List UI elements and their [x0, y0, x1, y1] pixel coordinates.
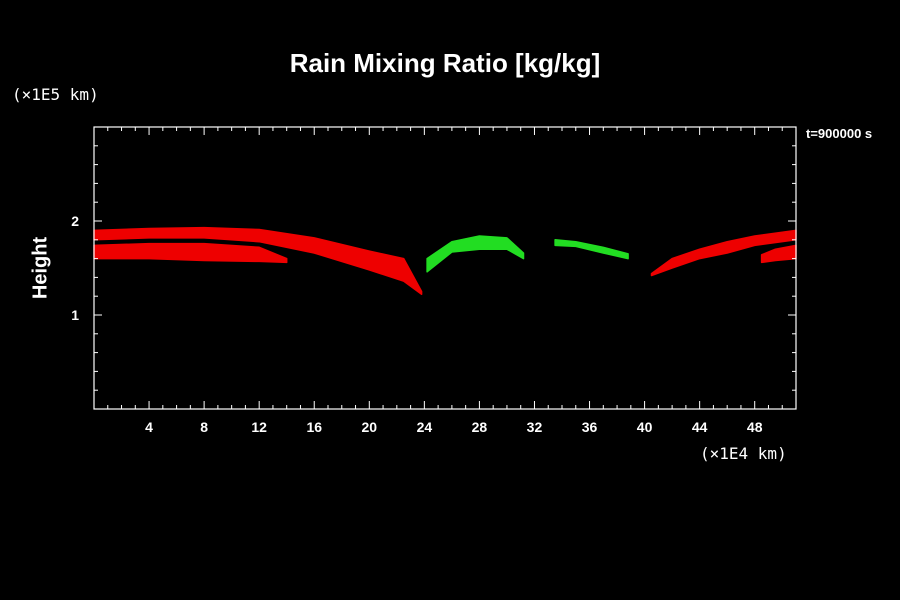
x-tick-label: 28 — [472, 419, 488, 435]
plot-frame — [93, 126, 797, 410]
y-axis-unit: (×1E5 km) — [12, 85, 99, 104]
time-label: t=900000 s — [806, 126, 873, 141]
x-tick-labels: 4 8 12 16 20 24 28 32 36 40 44 48 — [145, 419, 763, 435]
axes — [93, 126, 797, 410]
y-tick-labels: 12 — [71, 213, 79, 323]
x-tick-label: 20 — [362, 419, 378, 435]
x-tick-label: 36 — [582, 419, 598, 435]
y-axis-label: Height — [29, 236, 52, 300]
x-tick-label: 32 — [527, 419, 543, 435]
contour-band-red-2 — [93, 242, 288, 264]
x-tick-label: 40 — [637, 419, 653, 435]
contour-band-red-1 — [93, 226, 423, 296]
x-tick-label: 16 — [306, 419, 322, 435]
x-tick-label: 4 — [145, 419, 153, 435]
x-axis-unit: (×1E4 km) — [700, 444, 787, 463]
x-tick-label: 48 — [747, 419, 763, 435]
contour-band-red-6 — [760, 244, 797, 264]
x-tick-label: 12 — [251, 419, 267, 435]
contour-band-green-4 — [554, 239, 629, 260]
y-tick-label: 2 — [71, 213, 79, 229]
contour-fills — [93, 226, 797, 296]
chart-title: Rain Mixing Ratio [kg/kg] — [289, 48, 601, 78]
contour-band-green-3 — [426, 235, 525, 273]
x-tick-label: 44 — [692, 419, 708, 435]
x-tick-label: 24 — [417, 419, 433, 435]
y-tick-label: 1 — [71, 307, 79, 323]
x-tick-label: 8 — [200, 419, 208, 435]
